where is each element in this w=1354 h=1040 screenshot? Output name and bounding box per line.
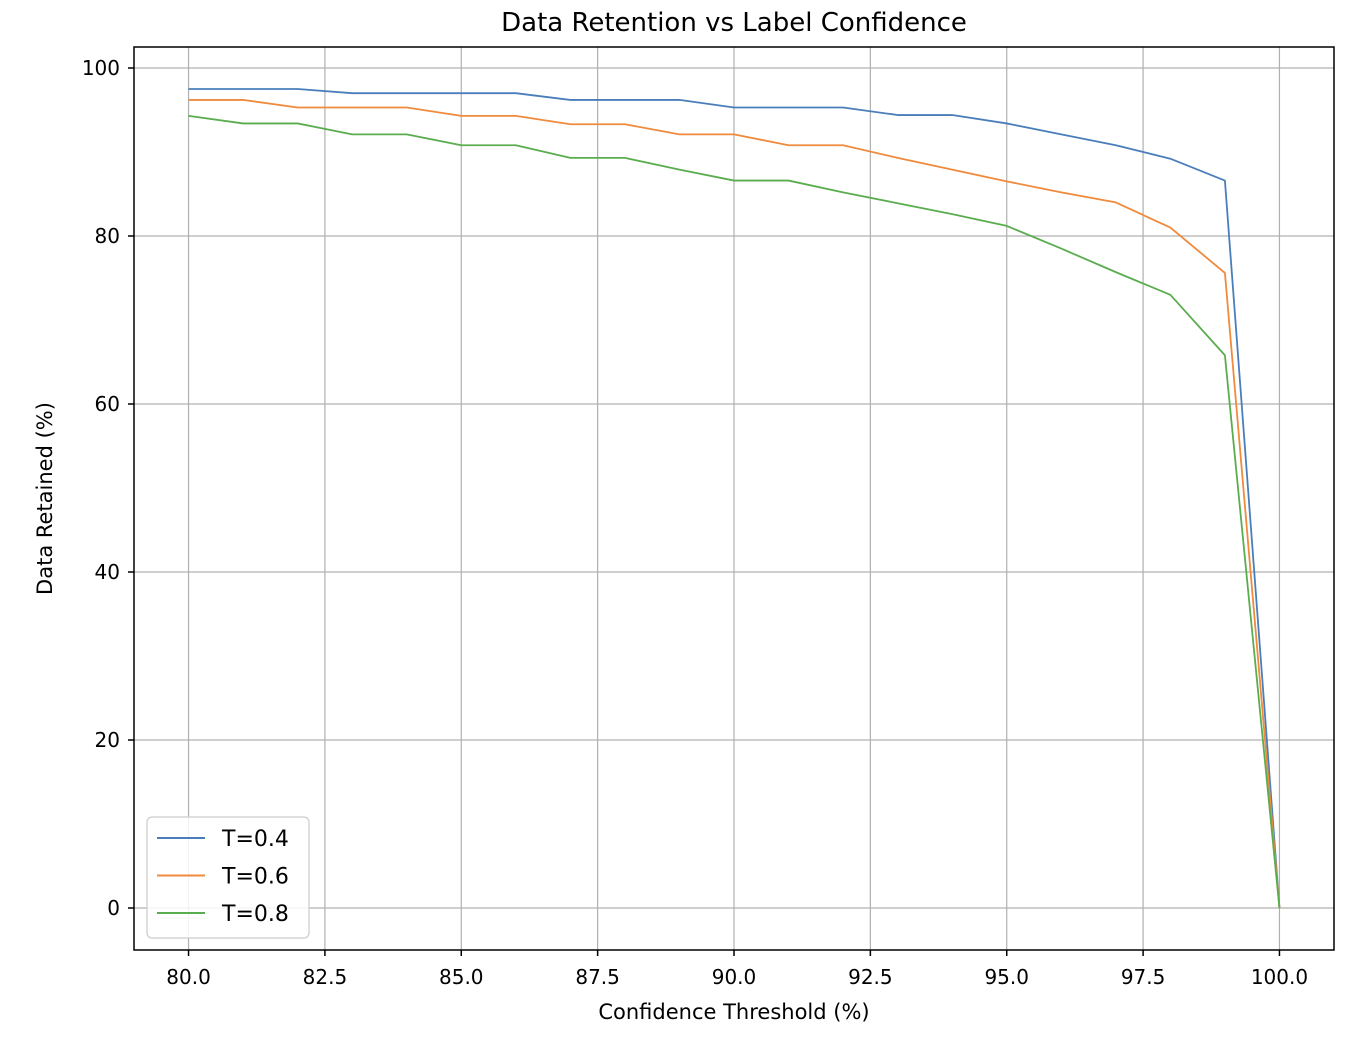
y-tick-label: 80 [95,224,120,248]
x-tick-label: 82.5 [303,965,348,989]
x-tick-label: 92.5 [848,965,893,989]
x-tick-label: 100.0 [1251,965,1308,989]
legend-box [146,816,310,939]
chart-title: Data Retention vs Label Confidence [501,8,967,38]
y-tick-label: 20 [95,728,120,752]
axis-ticks: 80.0 82.5 85.0 87.5 90.0 92.5 95.0 97.5 100.0 0 20… [82,56,1308,989]
series-line-0 [188,88,1281,909]
y-tick-label: 100 [82,56,120,80]
legend: T=0.4 T=0.6 T=0.8 [146,816,310,939]
y-tick-label: 40 [95,560,120,584]
legend-label-1: T=0.6 [221,865,289,890]
x-tick-label: 90.0 [712,965,757,989]
x-tick-label: 85.0 [439,965,484,989]
series-line-2 [188,114,1281,909]
x-tick-label: 80.0 [166,965,211,989]
x-tick-label: 97.5 [1121,965,1166,989]
grid-lines [134,47,1334,950]
legend-label-2: T=0.8 [221,902,289,927]
y-tick-label: 0 [107,896,120,920]
series-line-1 [188,99,1281,909]
y-tick-label: 60 [95,392,120,416]
series-layer [188,88,1281,909]
legend-label-0: T=0.4 [221,827,289,852]
y-axis-label: Data Retained (%) [33,402,57,595]
x-axis-label: Confidence Threshold (%) [598,1000,869,1024]
x-tick-label: 95.0 [984,965,1029,989]
x-tick-label: 87.5 [575,965,620,989]
